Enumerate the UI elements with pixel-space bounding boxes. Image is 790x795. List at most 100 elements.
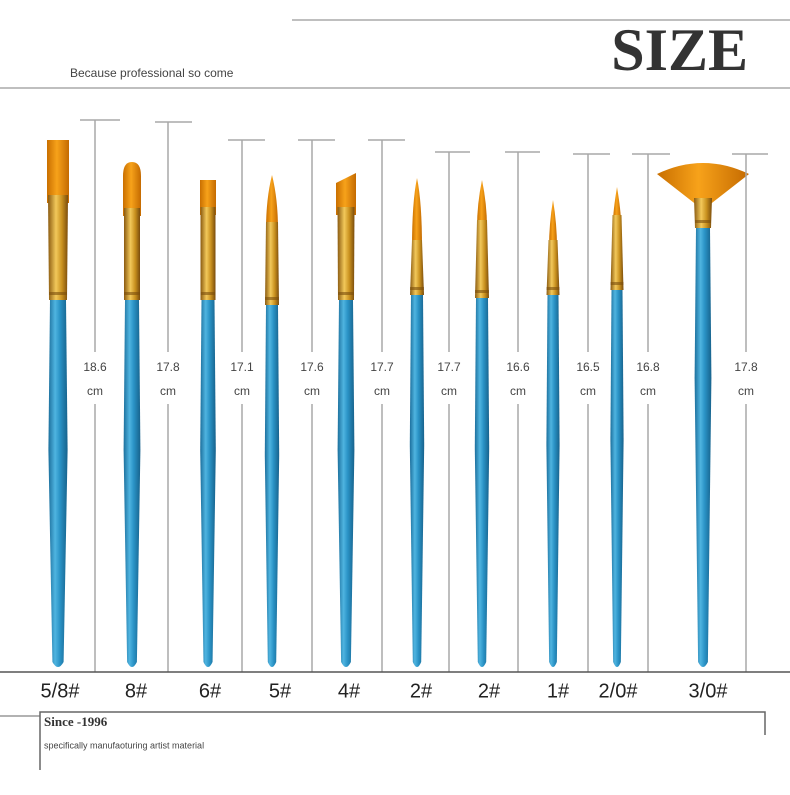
handle [474,298,490,667]
length: 17.8 [734,360,758,374]
brush [610,187,624,667]
size-label: 3/0# [689,680,729,702]
length: 17.8 [156,360,180,374]
length: 17.1 [230,360,254,374]
ferrule [546,240,560,295]
measure-line [228,139,265,672]
label-bg [224,352,260,404]
size-label: 2# [478,680,501,702]
ferrule-crimp [546,287,560,290]
length: 16.5 [576,360,600,374]
length: 16.6 [506,360,530,374]
footer-bracket [39,711,766,770]
label-bg [77,352,113,404]
handle [48,300,68,667]
ferrule [410,240,424,295]
brush [409,178,425,667]
label-bg [294,352,330,404]
size-label: 6# [199,680,222,702]
unit: cm [304,384,320,398]
size-label: 8# [125,680,148,702]
ferrule-crimp [265,297,279,300]
subtitle: Because professional so come [70,66,234,80]
bristles [549,200,557,248]
size-label: 4# [338,680,361,702]
brush [336,173,356,667]
measure-line [732,153,768,672]
brush [47,140,69,667]
ferrule [475,220,489,298]
bristles [477,180,487,228]
label-bg [570,352,606,404]
measure-line [632,153,670,672]
brush [474,180,490,667]
size-label: 1# [547,680,570,702]
measure-line [298,139,335,672]
title: SIZE [611,17,748,83]
ferrule [694,198,712,228]
measure-line [368,139,405,672]
ferrule-crimp [610,282,624,285]
handle [409,295,425,667]
brush [200,180,216,667]
ferrule [200,207,216,300]
unit: cm [510,384,526,398]
measure-line [435,151,470,672]
label-bg [500,352,536,404]
unit: cm [234,384,250,398]
handle [337,300,355,667]
since: Since -1996 [44,714,108,729]
size-label: 2/0# [599,680,639,702]
label-bg [150,352,186,404]
size-label: 5# [269,680,292,702]
unit: cm [87,384,103,398]
label-bg [630,352,666,404]
ferrule [48,195,68,300]
unit: cm [441,384,457,398]
bristles [123,162,141,216]
handle [694,228,712,667]
ferrule-crimp [124,292,140,295]
handle [123,300,141,667]
handle [264,305,280,667]
label-bg [431,352,467,404]
ferrule-crimp [475,290,489,293]
brush [546,200,560,667]
bristles [336,173,356,215]
ferrule-crimp [410,287,424,290]
handle [610,290,624,667]
ferrule-crimp [338,292,354,295]
bristles [613,187,621,223]
bristles [200,180,216,215]
length: 17.7 [437,360,461,374]
size-label: 5/8# [41,680,81,702]
ferrule [265,222,279,305]
unit: cm [160,384,176,398]
label-bg [728,352,764,404]
brush [657,163,749,667]
bristles [412,178,422,248]
bristles [657,163,749,206]
ferrule-crimp [200,292,216,295]
bristles [47,140,69,203]
length: 18.6 [83,360,107,374]
unit: cm [580,384,596,398]
tagline: specifically manufaoturing artist materi… [44,740,204,750]
unit: cm [374,384,390,398]
unit: cm [738,384,754,398]
brush [123,162,141,667]
ferrule-crimp [49,292,67,295]
unit: cm [640,384,656,398]
measure-line [505,151,540,672]
length: 16.8 [636,360,660,374]
brush [264,175,280,667]
size-label: 2# [410,680,433,702]
ferrule [124,208,140,300]
measure-line [573,153,610,672]
length: 17.6 [300,360,324,374]
ferrule [610,215,624,290]
handle [546,295,560,667]
handle [200,300,216,667]
bristles [266,175,278,230]
